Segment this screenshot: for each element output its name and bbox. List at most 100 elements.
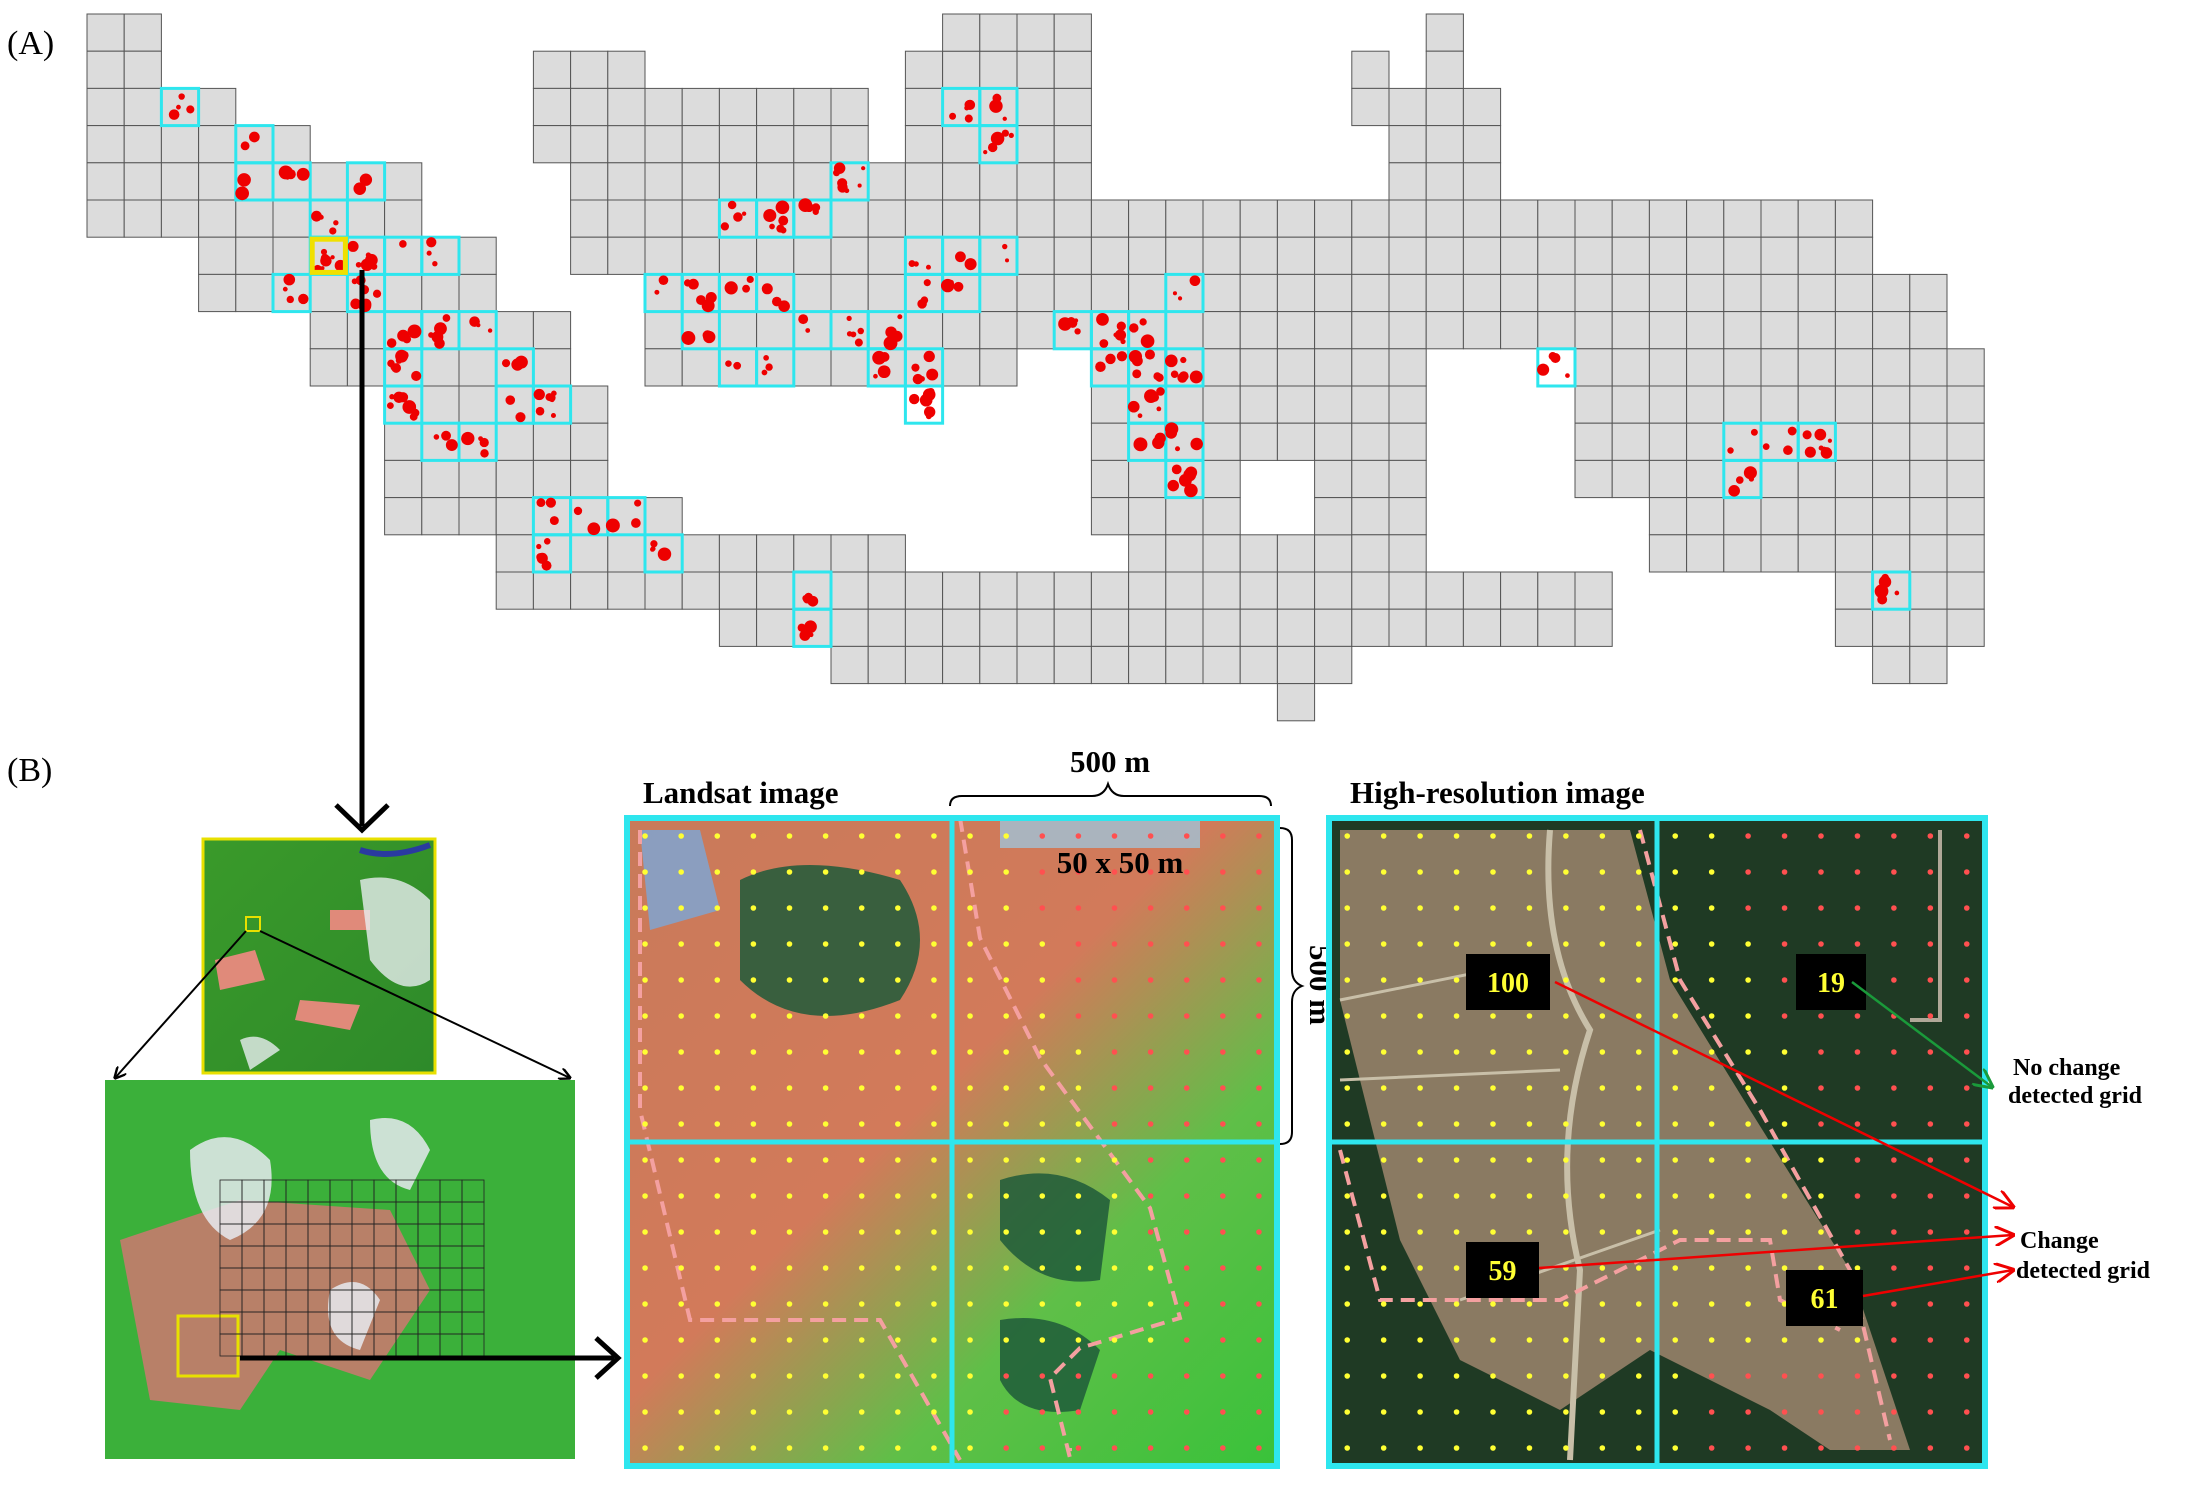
sample-dot — [1745, 977, 1751, 983]
sample-dot — [967, 1337, 973, 1343]
sample-dot — [1891, 1049, 1897, 1055]
sample-dot — [1635, 905, 1642, 911]
grid-cell — [570, 87, 609, 127]
sample-dot — [931, 1337, 937, 1343]
grid-cell — [793, 162, 832, 201]
sample-dot — [1256, 1373, 1262, 1379]
sample-dot — [931, 1193, 937, 1199]
sample-dot — [1111, 1085, 1118, 1091]
sample-dot — [1526, 1157, 1533, 1163]
grid-cell — [793, 236, 832, 275]
change-spot — [1140, 334, 1155, 349]
sample-dot — [1708, 1193, 1715, 1199]
sample-dot — [786, 1409, 793, 1415]
change-spot — [399, 240, 407, 248]
grid-cell — [1314, 273, 1353, 313]
change-spot — [769, 223, 775, 230]
change-spot — [913, 261, 919, 267]
sample-dot — [1526, 1229, 1533, 1235]
small-image — [201, 837, 437, 1075]
grid-cell — [830, 125, 869, 164]
sample-dot — [1854, 1193, 1861, 1199]
sample-dot — [1256, 905, 1262, 911]
grid-cell — [1053, 571, 1092, 610]
grid-cell — [1648, 497, 1688, 536]
sample-dot — [1963, 869, 1970, 875]
change-spot — [353, 182, 367, 195]
grid-cell — [1202, 385, 1241, 424]
grid-cell — [1686, 385, 1725, 424]
sample-dot — [1526, 1301, 1533, 1307]
grid-cell — [272, 199, 311, 238]
sample-dot — [895, 1157, 901, 1163]
sample-dot — [1963, 1445, 1970, 1451]
change-spot — [545, 497, 556, 508]
grid-cell — [1946, 385, 1985, 424]
grid-cell — [1574, 571, 1613, 610]
change-spot — [1170, 370, 1179, 378]
grid-cell — [1351, 311, 1390, 350]
sample-dot — [822, 1373, 829, 1379]
grid-cell — [1314, 645, 1353, 685]
sample-dot — [1745, 869, 1751, 875]
sample-dot — [714, 1121, 721, 1127]
sample-dot — [1927, 1193, 1934, 1199]
grid-cell — [1351, 87, 1390, 127]
sample-dot — [678, 1337, 684, 1343]
sample-dot — [1599, 1193, 1606, 1199]
sample-dot — [858, 1013, 865, 1019]
grid-cell — [1425, 125, 1464, 164]
sample-dot — [1708, 1373, 1715, 1379]
sample-dot — [895, 1085, 901, 1091]
sample-dot — [931, 1373, 937, 1379]
grid-cell — [942, 608, 981, 647]
grid-cell — [1276, 236, 1316, 275]
sample-dot — [642, 1013, 648, 1019]
sample-dot — [1256, 1265, 1262, 1271]
grid-cell — [1611, 273, 1650, 313]
change-spot — [654, 289, 660, 295]
change-spot — [286, 295, 294, 304]
change-spot — [877, 365, 891, 379]
change-spot — [432, 261, 438, 267]
change-spot — [511, 358, 524, 371]
sample-dot — [1039, 1085, 1046, 1091]
grid-cell — [1314, 497, 1353, 536]
grid-cell — [1425, 236, 1464, 275]
grid-cell — [198, 162, 237, 201]
sample-dot — [1183, 905, 1190, 911]
sample-dot — [822, 869, 829, 875]
grid-cell — [1500, 273, 1539, 313]
grid-cell — [86, 199, 125, 238]
grid-cell — [384, 199, 423, 238]
sample-dot — [1854, 1409, 1861, 1415]
sample-dot — [1635, 1013, 1642, 1019]
grid-cell — [1165, 236, 1204, 275]
change-spot — [1008, 132, 1014, 139]
grid-cell — [1834, 385, 1874, 424]
sample-dot — [1708, 1265, 1715, 1271]
grid-cell — [904, 87, 944, 127]
change-spot — [1129, 323, 1139, 333]
sample-dot — [1708, 1085, 1715, 1091]
change-spot — [283, 273, 296, 286]
sample-dot — [786, 1337, 793, 1343]
grid-cell — [1425, 87, 1464, 127]
sample-dot — [1003, 1301, 1009, 1307]
sample-dot — [1927, 1121, 1934, 1127]
grid-cell — [1648, 348, 1688, 387]
grid-cell — [904, 125, 944, 164]
sample-dot — [1708, 869, 1715, 875]
sample-dot — [1526, 1013, 1533, 1019]
sample-dot — [642, 1121, 648, 1127]
grid-cell — [272, 236, 311, 275]
change-spot — [1137, 413, 1143, 419]
grid-cell — [1090, 199, 1130, 238]
sample-dot — [1039, 1337, 1046, 1343]
sample-dot — [1183, 1337, 1190, 1343]
sample-dot — [1745, 1265, 1751, 1271]
grid-cell — [309, 348, 348, 387]
sample-dot — [1708, 941, 1715, 947]
sample-dot — [1526, 1337, 1533, 1343]
change-spot — [505, 395, 516, 405]
